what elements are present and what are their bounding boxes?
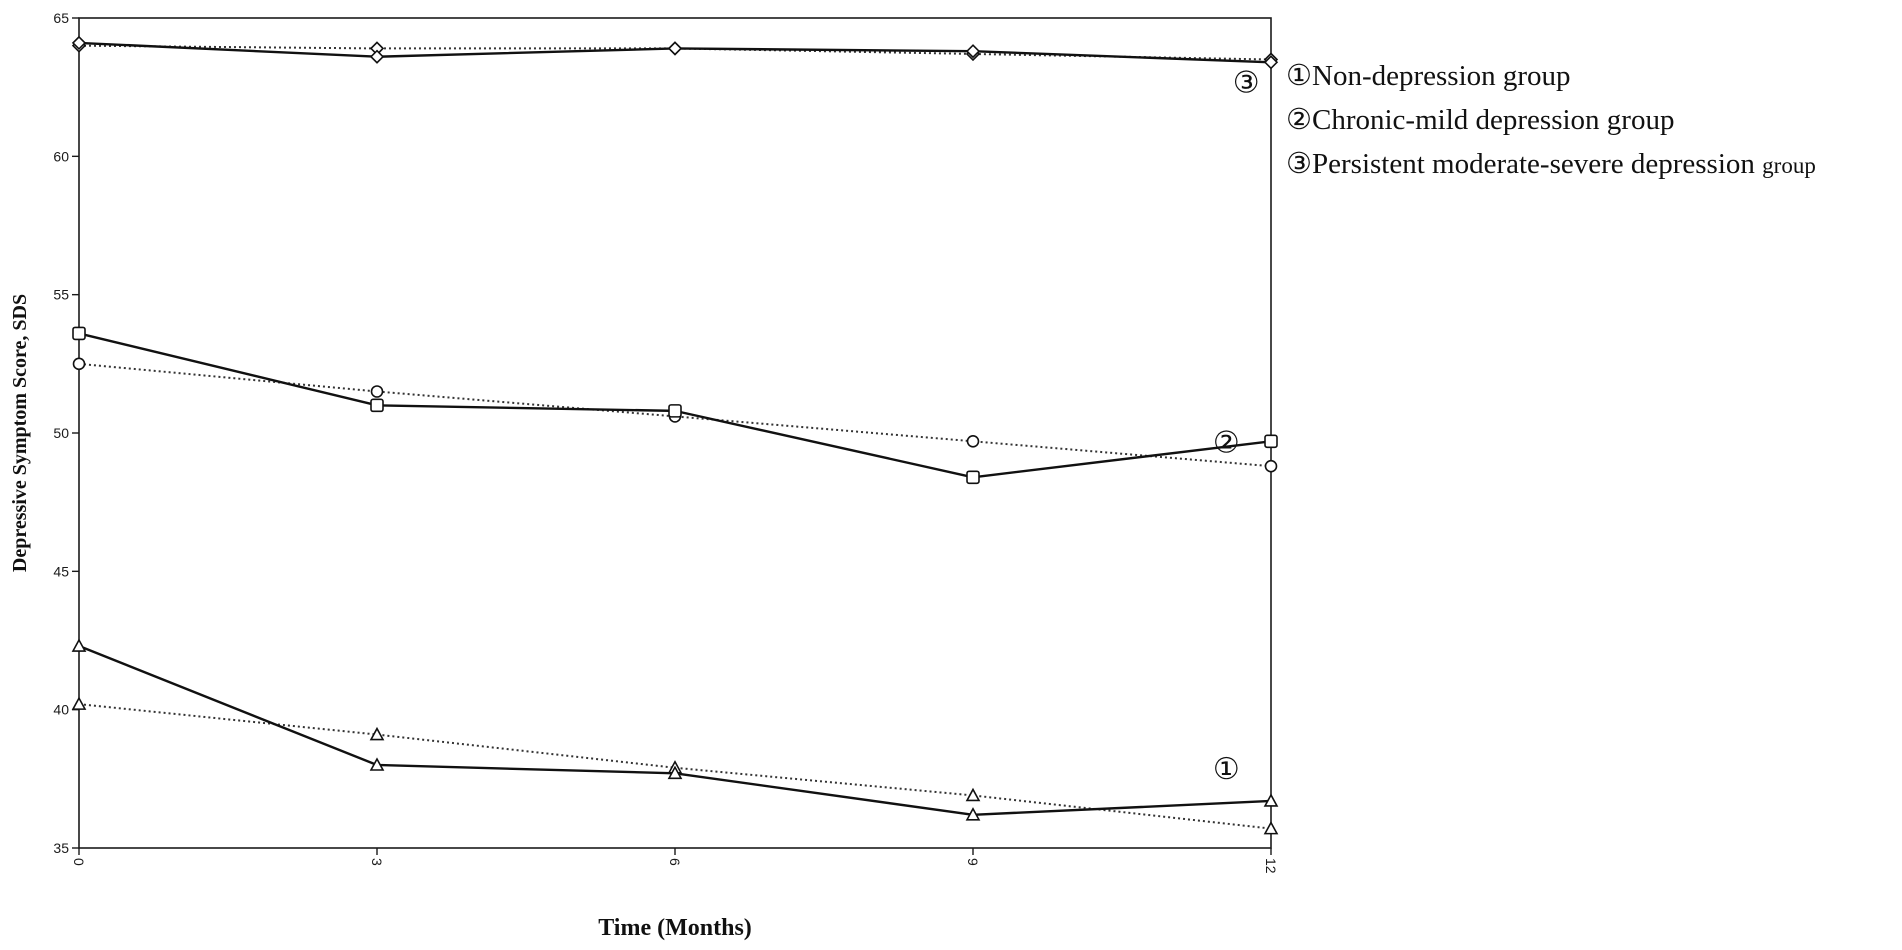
diamond-marker [1263, 55, 1279, 70]
y-axis-title: Depressive Symptom Score, SDS [9, 294, 31, 572]
triangle-marker [369, 726, 385, 741]
triangle-marker [369, 757, 385, 771]
legend-item-non-depression: ①Non-depression group [1286, 54, 1816, 98]
curve-label-3: ③ [1233, 66, 1260, 101]
square-marker [370, 398, 384, 413]
plot-frame [78, 17, 1272, 849]
series-2 [72, 326, 1278, 485]
y-tick-label: 35 [53, 840, 69, 856]
triangle-marker [667, 765, 683, 780]
legend-item-persistent-moderate-severe: ③Persistent moderate-severe depression g… [1286, 142, 1816, 188]
x-tick-label: 9 [965, 858, 981, 866]
y-tick-label: 55 [53, 287, 69, 303]
series-3 [71, 35, 1279, 70]
triangle-marker [1263, 820, 1279, 835]
triangle-marker [1263, 793, 1279, 807]
y-tick-label: 40 [53, 702, 69, 718]
series-1 [71, 638, 1279, 835]
curve-labels: ① ② ③ [1213, 66, 1260, 787]
triangle-marker [71, 696, 87, 710]
legend-text: Chronic-mild depression group [1312, 104, 1675, 136]
diamond-marker [667, 41, 683, 56]
x-tick-label: 3 [369, 858, 385, 866]
y-tick-label: 45 [53, 563, 69, 579]
ticks: 35 40 45 50 55 60 65 0 3 6 9 12 [53, 10, 1279, 874]
y-tick-label: 65 [53, 10, 69, 26]
diamond-marker [965, 44, 981, 59]
legend-item-chronic-mild: ②Chronic-mild depression group [1286, 98, 1816, 142]
legend-text: Non-depression group [1312, 60, 1571, 92]
circle-marker [72, 357, 86, 371]
circle-marker [966, 434, 980, 448]
triangle-marker [71, 638, 87, 652]
observed-line [78, 644, 1272, 816]
legend: ①Non-depression group ②Chronic-mild depr… [1286, 54, 1816, 188]
legend-symbol: ③ [1286, 148, 1312, 180]
series [71, 35, 1279, 835]
circle-marker [1264, 459, 1278, 473]
curve-label-1: ① [1213, 752, 1240, 787]
square-marker [966, 470, 980, 485]
diamond-marker [369, 49, 385, 64]
legend-text: Persistent moderate-severe depression [1312, 148, 1763, 180]
x-tick-label: 0 [71, 858, 87, 866]
x-axis-title: Time (Months) [598, 915, 752, 941]
curve-label-2: ② [1213, 425, 1240, 460]
diamond-marker [71, 35, 87, 51]
triangle-marker [965, 787, 981, 802]
y-tick-label: 60 [53, 148, 69, 164]
square-marker [1264, 434, 1278, 449]
legend-symbol: ② [1286, 104, 1312, 136]
x-tick-label: 6 [667, 858, 683, 866]
square-marker [668, 404, 682, 418]
square-marker [72, 326, 86, 341]
legend-text-suffix: group [1762, 153, 1816, 178]
y-tick-label: 50 [53, 425, 69, 441]
triangle-marker [965, 807, 981, 821]
circle-marker [370, 385, 384, 398]
legend-symbol: ① [1286, 60, 1312, 92]
x-tick-label: 12 [1263, 858, 1279, 874]
axes [78, 17, 1272, 849]
